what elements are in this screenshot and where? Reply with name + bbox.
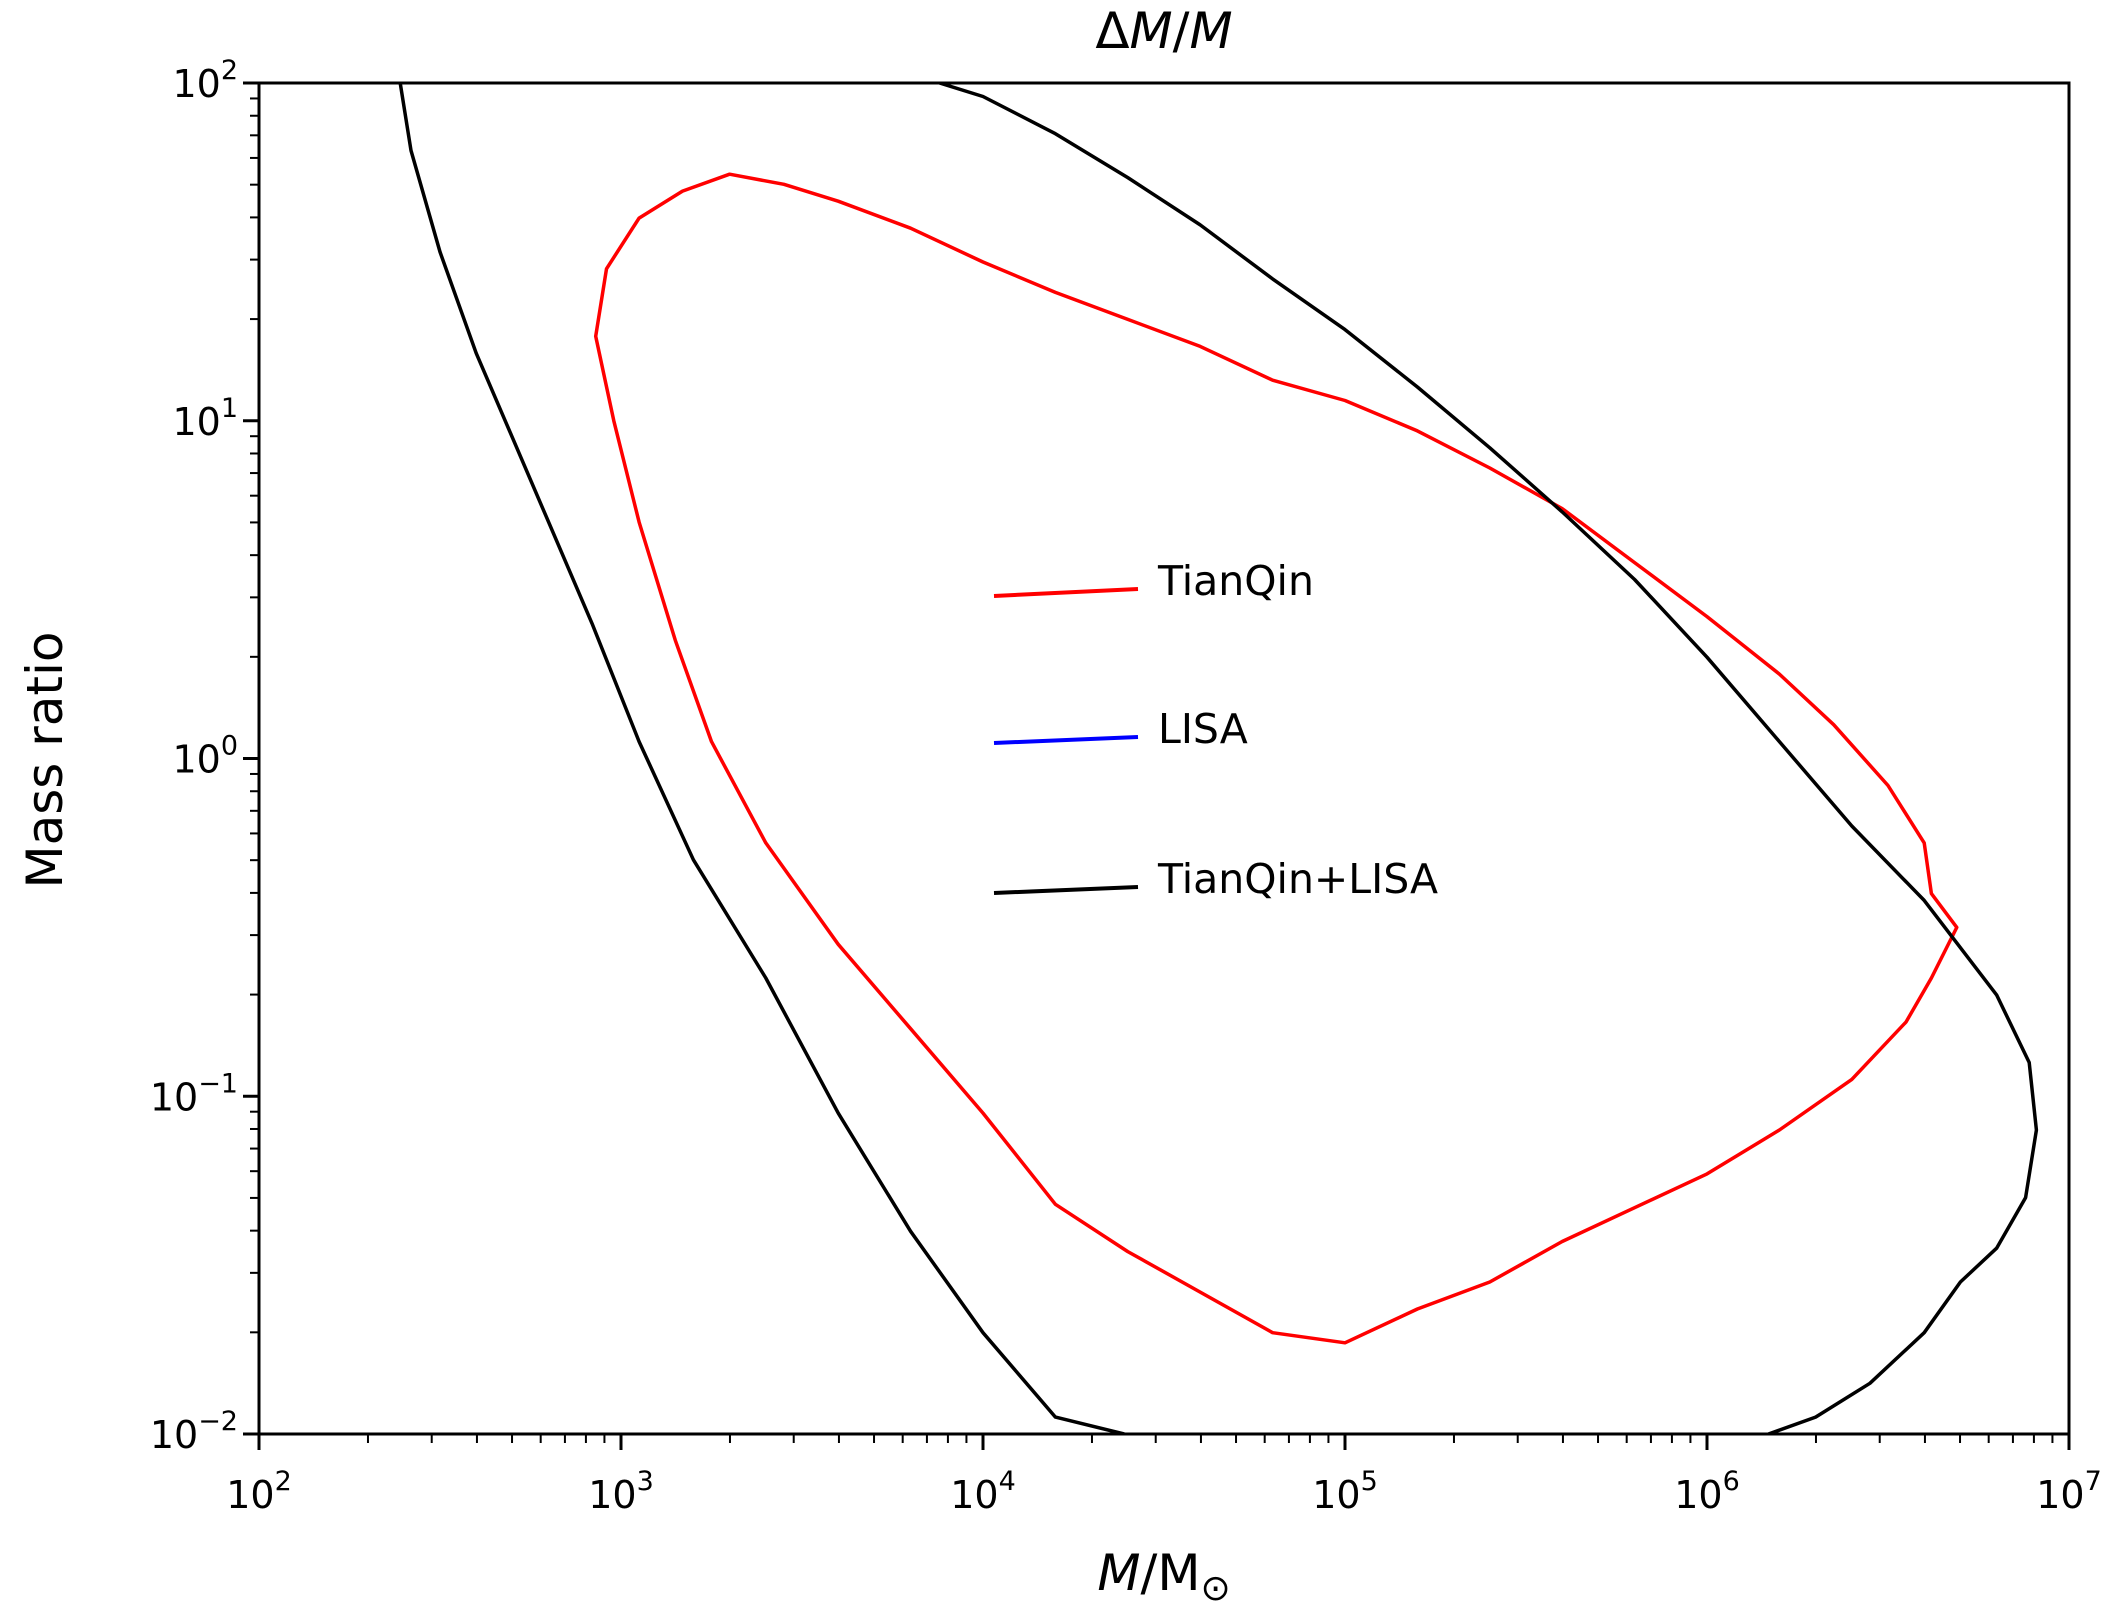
series-line-tianqin-0 bbox=[593, 172, 1959, 1345]
major-ticks bbox=[243, 81, 2071, 1450]
legend-label-tianqin: TianQin bbox=[1157, 557, 1314, 605]
series-line-tianqin-lisa-3 bbox=[939, 83, 2039, 1434]
y-tick-label: 102 bbox=[172, 55, 238, 106]
y-tick-label: 100 bbox=[172, 731, 238, 782]
y-tick-label: 10−1 bbox=[150, 1068, 238, 1119]
series-line-tianqin-lisa-2 bbox=[398, 83, 1125, 1434]
chart-title: ΔM/M bbox=[1095, 2, 1232, 60]
y-axis-label: Mass ratio bbox=[16, 631, 74, 888]
legend-line-lisa bbox=[993, 735, 1139, 745]
x-tick-label: 104 bbox=[950, 1466, 1016, 1517]
legend: TianQin LISA TianQin+LISA bbox=[993, 557, 1438, 903]
legend-label-tianqin-lisa: TianQin+LISA bbox=[1157, 855, 1438, 903]
x-tick-label: 102 bbox=[226, 1466, 292, 1517]
x-tick-label: 105 bbox=[1312, 1466, 1378, 1517]
x-tick-label: 106 bbox=[1674, 1466, 1740, 1517]
legend-line-tianqin bbox=[993, 587, 1139, 598]
x-tick-label: 103 bbox=[588, 1466, 654, 1517]
plot-frame bbox=[257, 81, 2071, 1436]
series-lines bbox=[398, 83, 2039, 1434]
y-tick-label: 10−2 bbox=[150, 1406, 238, 1457]
tick-labels: 102 103 104 105 106 107 102 101 100 10−1 10−2 bbox=[150, 55, 2102, 1517]
legend-line-tianqin-lisa bbox=[993, 885, 1139, 895]
legend-label-lisa: LISA bbox=[1158, 705, 1248, 753]
x-tick-label: 107 bbox=[2036, 1466, 2102, 1517]
x-axis-label: M/M⊙ bbox=[1097, 1544, 1230, 1604]
y-tick-label: 101 bbox=[172, 393, 238, 444]
